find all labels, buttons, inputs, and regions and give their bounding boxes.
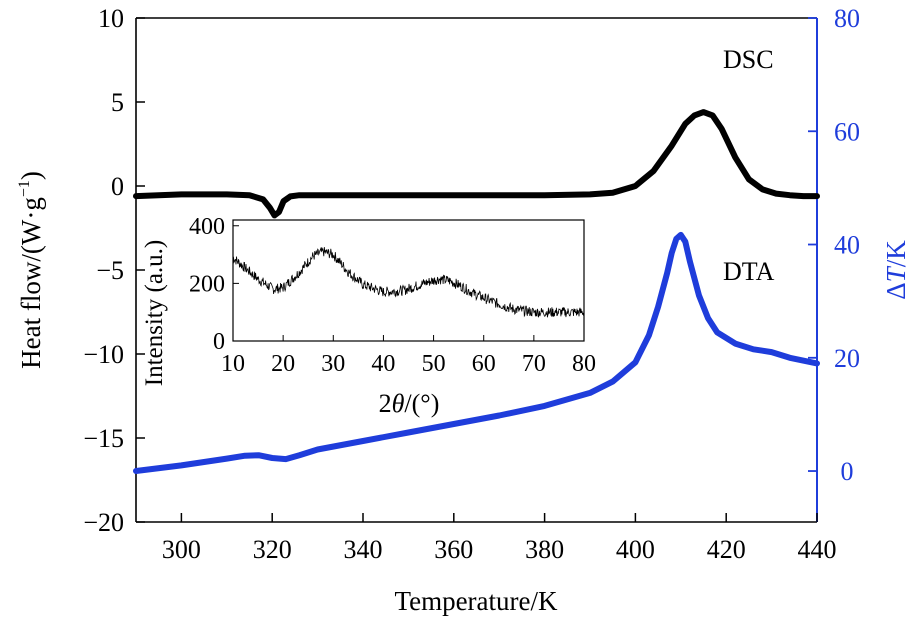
inset-x-axis-title-prefix: 2 <box>379 389 392 418</box>
inset-xrd-curve <box>232 246 585 318</box>
left-y-tick-label: 0 <box>111 172 124 201</box>
inset-x-axis-title: 2θ/(°) <box>379 389 440 418</box>
x-tick-label: 400 <box>616 535 655 564</box>
x-tick-label: 380 <box>525 535 564 564</box>
left-y-tick-label: −20 <box>83 508 124 537</box>
inset-y-tick-label: 0 <box>213 329 225 355</box>
x-tick-label: 440 <box>798 535 837 564</box>
left-y-tick-label: 5 <box>111 88 124 117</box>
inset-x-axis-title-suffix: /(°) <box>404 389 439 418</box>
x-tick-label: 340 <box>344 535 383 564</box>
right-y-tick-label: 60 <box>834 117 860 146</box>
left-y-axis-title: Heat flow/(W·g−1) <box>16 171 46 369</box>
right-y-tick-label: 40 <box>834 231 860 260</box>
inset-x-tick-label: 80 <box>572 351 596 377</box>
left-y-axis-title-main: Heat flow/(W·g <box>16 197 46 369</box>
dsc-series-label: DSC <box>723 45 774 74</box>
left-y-axis-title-close: ) <box>16 171 46 180</box>
left-y-tick-label: −5 <box>96 256 124 285</box>
inset-y-tick-label: 400 <box>189 214 225 240</box>
x-axis-title: Temperature/K <box>394 586 558 616</box>
right-y-axis-title: ΔT/K <box>881 240 911 300</box>
inset-frame <box>232 219 585 342</box>
left-y-tick-label: 10 <box>98 4 124 33</box>
inset-x-tick-label: 30 <box>321 351 345 377</box>
left-y-tick-label: −15 <box>83 424 124 453</box>
dta-series-label: DTA <box>723 257 775 286</box>
inset-y-tick-label: 200 <box>189 271 225 297</box>
inset-series-layer <box>232 246 585 318</box>
right-y-axis-title-t: T <box>881 265 911 282</box>
right-y-tick-label: 80 <box>834 4 860 33</box>
inset-y-axis-ticks: 0 200 400 <box>189 214 239 355</box>
x-tick-label: 320 <box>253 535 292 564</box>
inset-plot: 10 20 30 40 50 60 70 80 0 200 400 2θ/(°) Intensit… <box>141 214 596 418</box>
inset-x-tick-label: 70 <box>522 351 546 377</box>
right-y-axis-title-unit: /K <box>881 240 911 268</box>
left-y-tick-label: −10 <box>83 340 124 369</box>
x-axis-ticks: 300 320 340 360 380 400 420 440 <box>162 513 837 564</box>
x-tick-label: 420 <box>707 535 746 564</box>
right-y-axis-title-delta: Δ <box>881 282 911 299</box>
right-y-tick-label: 0 <box>841 457 854 486</box>
inset-x-axis-title-theta: θ <box>392 389 405 418</box>
dsc-curve <box>133 109 820 219</box>
right-y-axis-ticks: 80 60 40 20 0 <box>808 4 860 486</box>
x-tick-label: 360 <box>434 535 473 564</box>
inset-x-axis-ticks: 10 20 30 40 50 60 70 80 <box>221 335 596 377</box>
inset-y-axis-title: Intensity (a.u.) <box>141 240 168 386</box>
inset-x-tick-label: 10 <box>221 351 245 377</box>
right-y-tick-label: 20 <box>834 344 860 373</box>
series-layer <box>133 109 820 474</box>
inset-x-tick-label: 50 <box>422 351 446 377</box>
inset-x-tick-label: 20 <box>271 351 295 377</box>
left-y-axis-ticks: 10 5 0 −5 −10 −15 −20 <box>83 4 145 537</box>
dta-curve <box>133 231 820 474</box>
left-y-axis-title-sup: −1 <box>16 180 33 197</box>
x-tick-label: 300 <box>162 535 201 564</box>
inset-x-tick-label: 40 <box>371 351 395 377</box>
inset-x-tick-label: 60 <box>472 351 496 377</box>
